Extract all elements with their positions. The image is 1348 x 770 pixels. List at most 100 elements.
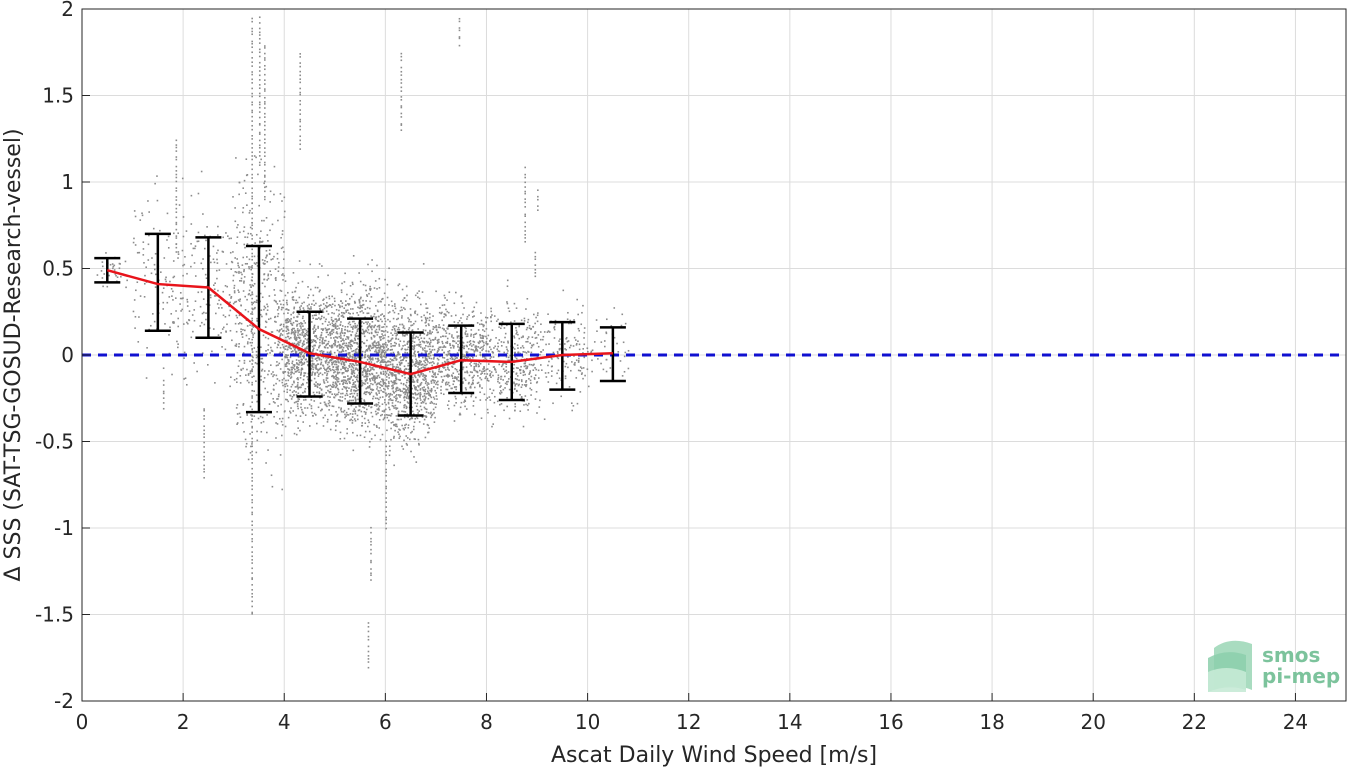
scatter-point	[422, 388, 425, 391]
scatter-point	[229, 385, 231, 388]
scatter-point	[160, 271, 162, 273]
scatter-point	[571, 361, 573, 363]
scatter-point	[390, 300, 393, 303]
scatter-point	[258, 151, 261, 153]
scatter-point	[258, 84, 261, 86]
scatter-point	[266, 391, 269, 393]
scatter-point	[215, 269, 218, 272]
scatter-point	[295, 414, 297, 417]
scatter-point	[430, 339, 432, 342]
scatter-point	[384, 354, 387, 357]
scatter-point	[378, 359, 380, 362]
scatter-point	[402, 388, 405, 390]
scatter-point	[322, 425, 325, 427]
scatter-point	[243, 269, 245, 271]
scatter-point	[244, 295, 247, 298]
scatter-point	[221, 307, 223, 309]
scatter-point	[331, 324, 334, 327]
scatter-point	[351, 326, 354, 329]
scatter-point	[479, 353, 482, 356]
scatter-point	[258, 16, 261, 19]
scatter-point	[299, 74, 302, 77]
scatter-point	[520, 379, 523, 381]
scatter-point	[261, 296, 264, 299]
scatter-point	[402, 427, 405, 430]
scatter-point	[302, 357, 305, 359]
scatter-point	[313, 344, 316, 347]
scatter-point	[379, 438, 382, 441]
scatter-point	[485, 368, 488, 371]
scatter-point	[340, 407, 342, 410]
scatter-point	[132, 310, 135, 313]
scatter-point	[325, 362, 327, 364]
scatter-point	[605, 358, 608, 361]
scatter-point	[251, 450, 253, 453]
scatter-point	[263, 308, 265, 311]
scatter-point	[343, 307, 346, 309]
scatter-point	[485, 335, 487, 338]
scatter-point	[463, 357, 466, 360]
scatter-point	[523, 362, 526, 365]
scatter-point	[400, 348, 403, 351]
scatter-point	[481, 370, 483, 373]
scatter-point	[500, 378, 502, 380]
scatter-point	[425, 324, 427, 327]
scatter-point	[427, 345, 429, 348]
scatter-point	[299, 70, 302, 73]
scatter-point	[258, 51, 261, 54]
scatter-point	[424, 398, 426, 401]
scatter-point	[535, 316, 537, 319]
scatter-point	[353, 342, 355, 344]
scatter-point	[272, 401, 275, 403]
scatter-point	[337, 391, 340, 394]
scatter-point	[174, 297, 177, 299]
scatter-point	[265, 255, 268, 257]
scatter-point	[420, 316, 423, 318]
scatter-point	[381, 378, 383, 381]
scatter-point	[264, 83, 266, 85]
scatter-point	[250, 420, 253, 423]
scatter-point	[514, 387, 516, 390]
scatter-point	[379, 337, 381, 339]
scatter-point	[277, 395, 280, 398]
scatter-point	[301, 382, 304, 385]
scatter-point	[393, 357, 396, 360]
scatter-point	[251, 368, 253, 370]
scatter-point	[423, 337, 426, 340]
scatter-point	[382, 337, 384, 340]
scatter-point	[565, 349, 567, 351]
scatter-point	[260, 422, 263, 424]
scatter-point	[181, 297, 183, 300]
scatter-point	[261, 219, 263, 222]
scatter-point	[312, 332, 315, 335]
scatter-point	[369, 378, 371, 380]
scatter-point	[443, 304, 446, 306]
scatter-point	[296, 363, 298, 365]
scatter-point	[418, 363, 421, 366]
scatter-point	[287, 329, 290, 332]
scatter-point	[395, 377, 398, 379]
scatter-point	[401, 410, 403, 413]
scatter-point	[458, 413, 461, 416]
scatter-point	[389, 392, 392, 395]
scatter-point	[278, 341, 281, 344]
scatter-point	[506, 285, 509, 288]
scatter-point	[411, 345, 414, 347]
scatter-point	[465, 327, 467, 330]
scatter-point	[251, 546, 253, 548]
scatter-point	[251, 17, 253, 20]
scatter-point	[264, 163, 266, 166]
scatter-point	[346, 432, 348, 435]
scatter-point	[405, 389, 407, 391]
scatter-point	[340, 291, 343, 294]
scatter-point	[255, 380, 257, 382]
scatter-point	[578, 357, 580, 360]
scatter-point	[184, 255, 186, 258]
scatter-point	[264, 147, 266, 149]
scatter-point	[383, 349, 386, 352]
scatter-point	[603, 345, 606, 348]
scatter-point	[331, 405, 334, 407]
scatter-point	[177, 257, 179, 259]
scatter-point	[334, 318, 337, 321]
scatter-point	[463, 347, 466, 350]
